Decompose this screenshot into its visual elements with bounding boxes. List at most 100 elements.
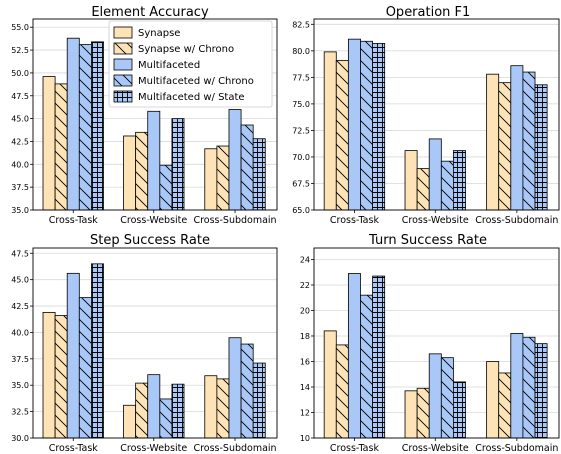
bar: [510, 65, 524, 211]
legend-entry: Synapse w/ Chrono: [113, 42, 234, 55]
bar-hatch: [522, 337, 536, 438]
y-tick-label: 37.5: [11, 183, 29, 192]
bars: [323, 38, 548, 211]
y-tick-label: 35.0: [11, 381, 29, 390]
bar: [228, 109, 242, 211]
x-tick-label: Cross-Website: [120, 215, 187, 226]
bar-hatch: [135, 383, 148, 438]
bar-hatch: [159, 398, 172, 438]
y-tick-label: 24: [300, 255, 310, 264]
bar: [123, 404, 137, 439]
x-tick-label: Cross-Task: [49, 443, 99, 454]
y-tick-label: 30.0: [11, 434, 29, 443]
legend-label: Multifaceted w/ State: [138, 92, 245, 103]
x-tick-label: Cross-Website: [402, 215, 469, 226]
bar-hatch: [91, 41, 104, 210]
y-tick-label: 80.0: [292, 47, 310, 56]
y-tick-label: 52.5: [11, 46, 29, 55]
x-tick-label: Cross-Subdomain: [193, 443, 276, 454]
bar: [323, 51, 337, 211]
y-tick-label: 18: [300, 332, 310, 341]
bar: [347, 273, 361, 439]
bar: [42, 311, 56, 439]
panel-step-success-rate: Step Success Rate 30.0 32.5 35.0 37.5 40.0 42…: [11, 233, 278, 454]
panel-title: Step Success Rate: [90, 233, 210, 248]
bar: [486, 361, 500, 439]
y-tick-label: 75.0: [292, 100, 310, 109]
bar-hatch: [241, 344, 254, 438]
legend-swatch: [113, 26, 133, 39]
y-tick-label: 14: [300, 383, 310, 392]
bar-hatch: [441, 357, 454, 438]
bar-hatch: [336, 344, 349, 438]
bar: [66, 272, 80, 439]
legend-entry: Multifaceted w/ State: [113, 90, 245, 103]
bar: [147, 110, 161, 211]
bar-hatch: [453, 150, 466, 210]
bar-hatch: [79, 297, 92, 438]
y-tick-label: 70.0: [292, 153, 310, 162]
bars: [42, 37, 266, 211]
y-tick-label: 77.5: [292, 73, 310, 82]
bar-hatch: [135, 132, 148, 210]
bar-hatch: [79, 44, 92, 210]
bar-hatch: [453, 381, 466, 438]
legend-entry: Multifaceted: [113, 58, 200, 71]
x-tick-label: Cross-Subdomain: [475, 215, 558, 226]
bar-hatch: [55, 315, 68, 438]
panel-operation-f1: Operation F1 65.0 67.5 70.0 72.5 75.0 77.5 80.…: [292, 5, 560, 226]
y-tick-label: 37.5: [11, 355, 29, 364]
bar-hatch: [372, 276, 385, 438]
bar-hatch: [522, 72, 536, 210]
x-tick-label: Cross-Website: [120, 443, 187, 454]
bar: [510, 333, 524, 439]
panel-title: Turn Success Rate: [368, 233, 487, 248]
bar: [204, 375, 218, 439]
panel-title: Operation F1: [386, 5, 471, 20]
y-tick-label: 40.0: [11, 328, 29, 337]
y-tick-label: 40.0: [11, 160, 29, 169]
bar-hatch: [336, 60, 349, 211]
bar: [323, 330, 337, 439]
bar: [204, 148, 218, 211]
legend: Synapse Synapse w/ Chrono Multifaceted M…: [108, 20, 273, 108]
bar-hatch: [159, 165, 172, 210]
bar-hatch: [535, 84, 548, 210]
y-tick-label: 32.5: [11, 408, 29, 417]
y-tick-label: 47.5: [11, 92, 29, 101]
bar-hatch: [372, 43, 385, 211]
y-tick-label: 22: [300, 281, 310, 290]
bars: [42, 263, 266, 439]
legend-label: Multifaceted w/ Chrono: [138, 76, 254, 87]
y-tick-label: 16: [300, 357, 310, 366]
bar: [147, 374, 161, 439]
bar: [404, 390, 418, 439]
bar-hatch: [91, 263, 104, 438]
bar-hatch: [55, 83, 68, 210]
bar-hatch: [253, 363, 266, 438]
legend-frame: [108, 20, 273, 108]
bar-hatch: [171, 384, 185, 438]
bar-hatch: [498, 82, 511, 210]
y-tick-label: 20: [300, 306, 310, 315]
x-tick-label: Cross-Subdomain: [193, 215, 276, 226]
panel-title: Element Accuracy: [91, 5, 209, 20]
bar: [228, 337, 242, 439]
plot-frame: [313, 18, 560, 211]
y-tick-label: 10: [300, 434, 310, 443]
plot-frame: [32, 18, 278, 211]
bar-hatch: [171, 118, 185, 210]
bar-hatch: [360, 295, 373, 438]
legend-swatch-hatch: [114, 91, 132, 102]
panel-turn-success-rate: Turn Success Rate 10 12 14 16 18 20 22 24 Cross-…: [300, 233, 560, 454]
legend-swatch: [113, 58, 133, 71]
panel-element-accuracy: Element Accuracy 35.0 37.5 40.0 42.5 45.0 47.…: [11, 5, 278, 226]
bar-hatch: [498, 372, 511, 438]
bar-hatch: [241, 125, 254, 210]
y-tick-label: 45.0: [11, 276, 29, 285]
legend-swatch-hatch: [114, 75, 132, 86]
bar: [486, 73, 500, 211]
legend-entry: Multifaceted w/ Chrono: [113, 74, 254, 87]
y-tick-label: 50.0: [11, 69, 29, 78]
